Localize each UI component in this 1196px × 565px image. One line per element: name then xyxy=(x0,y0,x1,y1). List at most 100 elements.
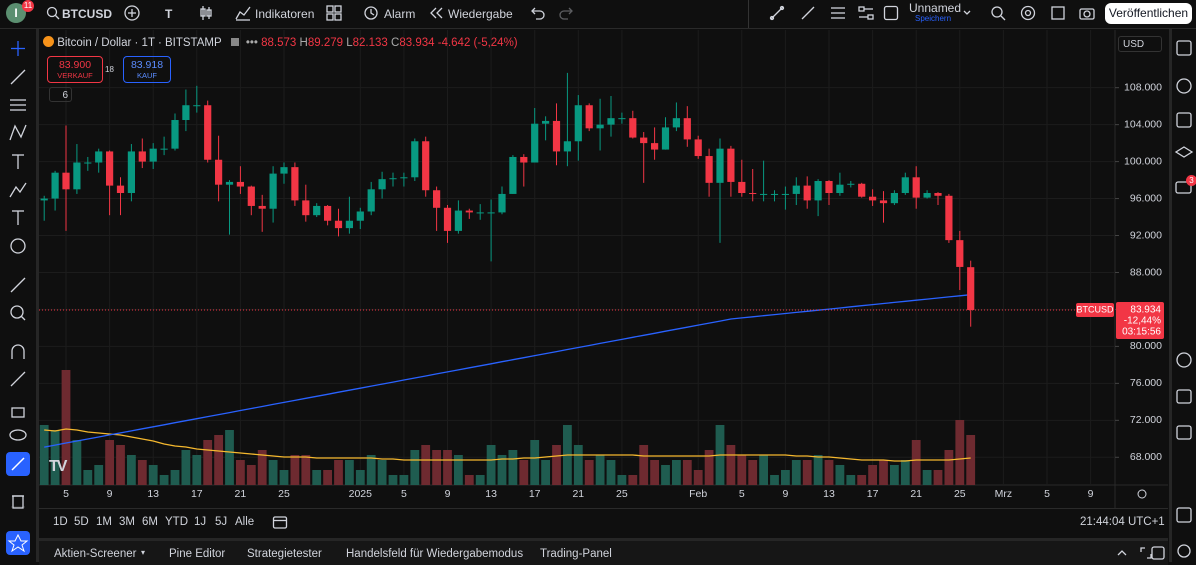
calendar-icon[interactable] xyxy=(1176,389,1192,404)
panel-tab[interactable]: Pine Editor xyxy=(169,548,226,560)
range-button[interactable]: YTD xyxy=(165,516,188,528)
candle-body xyxy=(313,205,321,216)
x-tick-label: 13 xyxy=(147,488,159,500)
panel-toggle[interactable] xyxy=(1151,546,1165,560)
layers-icon[interactable] xyxy=(1174,146,1194,158)
checkbox[interactable] xyxy=(883,5,899,21)
date-range-icon[interactable] xyxy=(272,514,288,530)
replay-button[interactable]: Wiedergabe xyxy=(448,7,513,21)
delete-tool[interactable] xyxy=(12,495,24,509)
layout-icon[interactable] xyxy=(326,5,342,21)
alarm-button[interactable]: Alarm xyxy=(384,7,416,21)
search-icon[interactable] xyxy=(46,6,60,20)
range-button[interactable]: 5D xyxy=(74,516,89,528)
sell-button[interactable]: 83.900 VERKAUF xyxy=(47,56,103,83)
add-symbol-icon[interactable] xyxy=(124,5,140,21)
legend-more[interactable]: ••• xyxy=(245,37,258,49)
clock[interactable]: 21:44:04 UTC+1 xyxy=(1080,516,1165,528)
data-window-icon[interactable] xyxy=(1176,112,1192,128)
watchlist-icon[interactable] xyxy=(1176,40,1192,56)
volume-bar xyxy=(72,440,82,485)
currency-select[interactable]: USD xyxy=(1118,36,1162,52)
undo-icon[interactable] xyxy=(529,5,545,21)
range-button[interactable]: 3M xyxy=(119,516,135,528)
range-button[interactable]: 1M xyxy=(96,516,112,528)
text-tool[interactable] xyxy=(12,210,24,225)
buy-button[interactable]: 83.918 KAUF xyxy=(123,56,171,83)
tab-caret[interactable]: ▾ xyxy=(141,548,146,557)
indicator-toggle[interactable]: 6 xyxy=(49,87,72,102)
fullscreen-icon[interactable] xyxy=(1050,5,1066,21)
range-button[interactable]: 1J xyxy=(194,516,207,528)
panel-tab[interactable]: Aktien-Screener xyxy=(54,548,137,560)
symbol[interactable]: BTCUSD xyxy=(62,7,112,21)
quick-search-icon[interactable] xyxy=(990,5,1006,21)
chart-title[interactable]: Bitcoin / Dollar · 1T · BITSTAMP xyxy=(57,37,222,49)
volume-bar xyxy=(911,440,921,485)
tv-logo[interactable]: TV xyxy=(49,458,67,475)
range-button[interactable]: 5J xyxy=(215,516,228,528)
news-icon[interactable] xyxy=(1176,425,1192,440)
drawing-mode-tool[interactable] xyxy=(10,371,26,387)
panel-tab[interactable]: Trading-Panel xyxy=(540,548,612,560)
alerts-icon[interactable] xyxy=(1176,78,1192,94)
range-button[interactable]: Alle xyxy=(235,516,255,528)
line-tool[interactable] xyxy=(10,69,26,85)
visibility-tool[interactable] xyxy=(9,429,27,441)
ruler-tool[interactable] xyxy=(10,277,26,293)
volume-bar xyxy=(737,455,747,485)
legend-flag[interactable] xyxy=(230,38,239,46)
redo-icon[interactable] xyxy=(559,5,575,21)
candle-body xyxy=(661,127,670,150)
volume-bar xyxy=(900,460,910,485)
top-toolbar: I 11 BTCUSD T Indikatoren Alarm Wiederga… xyxy=(0,0,1196,29)
avatar[interactable]: I xyxy=(6,3,26,23)
target-icon[interactable] xyxy=(1176,352,1192,368)
save-status[interactable]: Speichern xyxy=(915,14,952,23)
ray-tool[interactable] xyxy=(800,5,816,21)
publish-button[interactable]: Veröffentlichen xyxy=(1105,3,1192,24)
indicators-icon[interactable] xyxy=(235,5,251,21)
volume-bar xyxy=(116,445,125,485)
lock-tool[interactable] xyxy=(11,407,25,418)
zoom-tool[interactable] xyxy=(10,305,26,321)
fib-tool[interactable] xyxy=(830,5,846,21)
volume-bar xyxy=(192,455,202,485)
volume-bar xyxy=(693,470,703,485)
range-button[interactable]: 6M xyxy=(142,516,158,528)
magnet-tool[interactable] xyxy=(11,344,25,359)
panel-tab[interactable]: Handelsfeld für Wiedergabemodus xyxy=(346,548,524,560)
favorites-button[interactable] xyxy=(6,531,30,555)
text-measure-tool[interactable] xyxy=(12,154,24,169)
interval[interactable]: T xyxy=(165,7,173,21)
trendline-tool[interactable] xyxy=(769,5,785,21)
collapse-icon[interactable] xyxy=(1116,547,1128,559)
x-tick-label: 9 xyxy=(107,488,113,500)
volume-bar xyxy=(682,460,692,485)
candle-body xyxy=(324,205,332,221)
emoji-tool[interactable] xyxy=(10,238,26,254)
notifications-icon[interactable] xyxy=(1177,544,1191,558)
volume-bar xyxy=(748,460,758,485)
help-icon[interactable] xyxy=(1176,507,1192,523)
settings-icon[interactable] xyxy=(1020,5,1036,21)
layout-caret[interactable] xyxy=(962,8,972,18)
layout-name[interactable]: Unnamed xyxy=(909,1,962,15)
brush-tool[interactable] xyxy=(9,182,27,198)
range-button[interactable]: 1D xyxy=(53,516,68,528)
replay-icon[interactable] xyxy=(428,5,444,21)
pattern-tool[interactable] xyxy=(9,124,27,141)
alarm-icon[interactable] xyxy=(363,5,379,21)
widgets xyxy=(1174,40,1194,558)
maximize-icon[interactable] xyxy=(1140,547,1152,559)
indicators-button[interactable]: Indikatoren xyxy=(255,7,315,21)
panel-tab[interactable]: Strategietester xyxy=(247,548,322,560)
pattern-tool[interactable] xyxy=(858,5,874,21)
candle-body xyxy=(269,173,277,209)
lines-tool[interactable] xyxy=(10,99,26,111)
crosshair-tool[interactable] xyxy=(11,41,25,56)
chat-icon[interactable] xyxy=(1175,181,1192,194)
snapshot-icon[interactable] xyxy=(1079,5,1095,21)
candle-body xyxy=(106,151,114,186)
chart-type-icon[interactable] xyxy=(198,5,214,21)
